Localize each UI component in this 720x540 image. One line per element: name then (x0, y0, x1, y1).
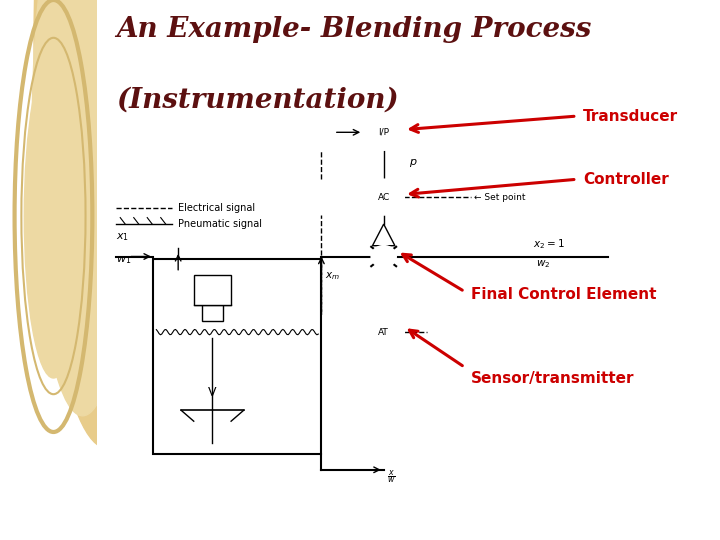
Circle shape (363, 114, 404, 150)
Text: An Example- Blending Process: An Example- Blending Process (116, 16, 591, 43)
Text: Transducer: Transducer (583, 109, 678, 124)
Text: (Instrumentation): (Instrumentation) (116, 86, 398, 113)
Text: Electrical signal: Electrical signal (178, 203, 256, 213)
Bar (194, 275, 231, 305)
Circle shape (363, 314, 404, 350)
Text: Sensor/transmitter: Sensor/transmitter (471, 370, 634, 386)
Text: AT: AT (378, 328, 389, 336)
Text: I/P: I/P (378, 128, 390, 137)
Text: Controller: Controller (583, 172, 669, 187)
Text: Final Control Element: Final Control Element (471, 287, 657, 302)
Bar (153, 259, 321, 454)
Bar (202, 305, 223, 321)
Circle shape (34, 0, 180, 448)
Text: $x_m$: $x_m$ (325, 270, 340, 282)
Circle shape (24, 54, 83, 378)
Polygon shape (372, 224, 395, 246)
Text: $p$: $p$ (409, 157, 417, 168)
Text: V: V (208, 386, 217, 400)
Text: $w_2$: $w_2$ (536, 258, 551, 270)
Circle shape (372, 246, 396, 267)
Text: AC: AC (377, 193, 390, 201)
Text: $x_2=1$: $x_2=1$ (533, 237, 565, 251)
Text: Pneumatic signal: Pneumatic signal (178, 219, 262, 229)
Text: ← Set point: ← Set point (474, 193, 526, 201)
Text: $w_1$: $w_1$ (116, 254, 131, 266)
Text: $\frac{x}{w}$: $\frac{x}{w}$ (387, 469, 395, 486)
Text: $x_1$: $x_1$ (116, 231, 129, 243)
Circle shape (32, 0, 133, 416)
Circle shape (363, 179, 404, 215)
